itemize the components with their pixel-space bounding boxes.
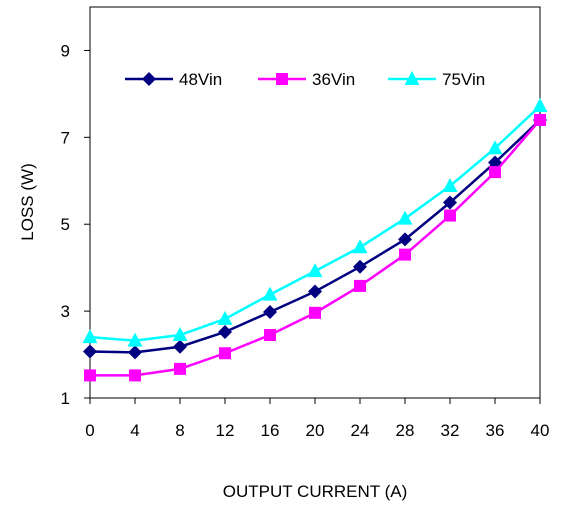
y-tick-label: 5 — [61, 215, 70, 234]
series-36Vin — [84, 113, 546, 382]
y-tick-label: 1 — [61, 389, 70, 408]
data-point — [129, 369, 141, 382]
series-48Vin — [83, 112, 547, 360]
x-axis: 0 4 8 12 16 20 24 28 32 36 40 — [85, 398, 549, 440]
x-tick-label: 32 — [441, 421, 460, 440]
data-point — [532, 98, 548, 113]
legend-marker — [276, 73, 288, 85]
x-tick-label: 36 — [486, 421, 505, 440]
data-point — [353, 259, 367, 274]
data-point — [84, 369, 96, 382]
legend-item: 36Vin — [258, 70, 355, 89]
x-tick-label: 0 — [85, 421, 94, 440]
data-point — [307, 263, 323, 278]
data-point — [489, 166, 501, 179]
data-point — [488, 155, 502, 170]
series-75Vin — [82, 98, 548, 347]
data-point — [444, 209, 456, 222]
data-point — [174, 362, 186, 375]
data-point — [309, 306, 321, 319]
data-point — [217, 310, 233, 325]
x-tick-label: 24 — [351, 421, 370, 440]
y-axis: 1 3 5 7 9 — [61, 41, 90, 408]
data-point — [263, 304, 277, 319]
data-point — [352, 239, 368, 254]
x-tick-label: 20 — [306, 421, 325, 440]
x-tick-label: 12 — [216, 421, 235, 440]
legend-item: 48Vin — [125, 70, 222, 89]
legend: 48Vin 36Vin 75Vin — [125, 70, 485, 89]
data-point — [173, 339, 187, 354]
data-point — [128, 345, 142, 360]
legend-marker — [404, 71, 420, 85]
data-point — [264, 329, 276, 342]
legend-label: 75Vin — [442, 70, 485, 89]
data-point — [172, 327, 188, 342]
data-point — [487, 140, 503, 155]
data-point — [397, 210, 413, 225]
legend-label: 36Vin — [312, 70, 355, 89]
data-point — [262, 286, 278, 301]
data-point — [399, 248, 411, 261]
data-point — [218, 324, 232, 339]
plot-area — [89, 6, 541, 399]
x-tick-label: 28 — [396, 421, 415, 440]
legend-label: 48Vin — [179, 70, 222, 89]
data-point — [82, 329, 98, 344]
x-tick-label: 16 — [261, 421, 280, 440]
y-axis-title: LOSS (W) — [18, 163, 37, 240]
x-tick-label: 4 — [130, 421, 139, 440]
data-point — [398, 232, 412, 247]
series-group — [82, 98, 548, 382]
data-point — [83, 344, 97, 359]
data-point — [443, 195, 457, 210]
data-point — [308, 284, 322, 299]
x-axis-title: OUTPUT CURRENT (A) — [223, 482, 408, 501]
data-point — [127, 332, 143, 347]
x-tick-label: 8 — [175, 421, 184, 440]
data-point — [534, 113, 546, 126]
x-tick-label: 40 — [531, 421, 550, 440]
data-point — [354, 279, 366, 292]
legend-item: 75Vin — [388, 70, 485, 89]
legend-marker — [142, 72, 156, 86]
data-point — [442, 177, 458, 192]
data-point — [219, 347, 231, 360]
y-tick-label: 7 — [61, 128, 70, 147]
y-tick-label: 3 — [61, 302, 70, 321]
y-tick-label: 9 — [61, 41, 70, 60]
